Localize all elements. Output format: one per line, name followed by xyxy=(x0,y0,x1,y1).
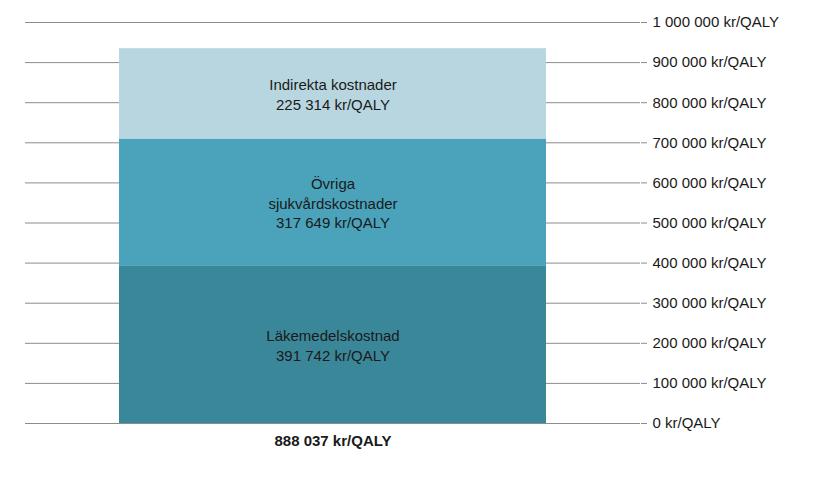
svg-text:1 000 000 kr/QALY: 1 000 000 kr/QALY xyxy=(653,13,779,30)
svg-text:300 000 kr/QALY: 300 000 kr/QALY xyxy=(653,294,767,311)
svg-text:200 000 kr/QALY: 200 000 kr/QALY xyxy=(653,334,767,351)
svg-text:0 kr/QALY: 0 kr/QALY xyxy=(653,414,721,431)
svg-text:900 000 kr/QALY: 900 000 kr/QALY xyxy=(653,53,767,70)
svg-text:400 000 kr/QALY: 400 000 kr/QALY xyxy=(653,254,767,271)
svg-text:500 000 kr/QALY: 500 000 kr/QALY xyxy=(653,214,767,231)
svg-text:800 000 kr/QALY: 800 000 kr/QALY xyxy=(653,94,767,111)
svg-text:888 037 kr/QALY: 888 037 kr/QALY xyxy=(274,432,391,449)
svg-text:Övrigasjukvårdskostnader317 64: Övrigasjukvårdskostnader317 649 kr/QALY xyxy=(268,175,397,231)
svg-text:100 000 kr/QALY: 100 000 kr/QALY xyxy=(653,374,767,391)
svg-text:Läkemedelskostnad391 742 kr/QA: Läkemedelskostnad391 742 kr/QALY xyxy=(266,327,399,364)
svg-text:700 000 kr/QALY: 700 000 kr/QALY xyxy=(653,134,767,151)
svg-text:600 000 kr/QALY: 600 000 kr/QALY xyxy=(653,174,767,191)
svg-text:Indirekta kostnader225 314 kr/: Indirekta kostnader225 314 kr/QALY xyxy=(269,76,397,113)
